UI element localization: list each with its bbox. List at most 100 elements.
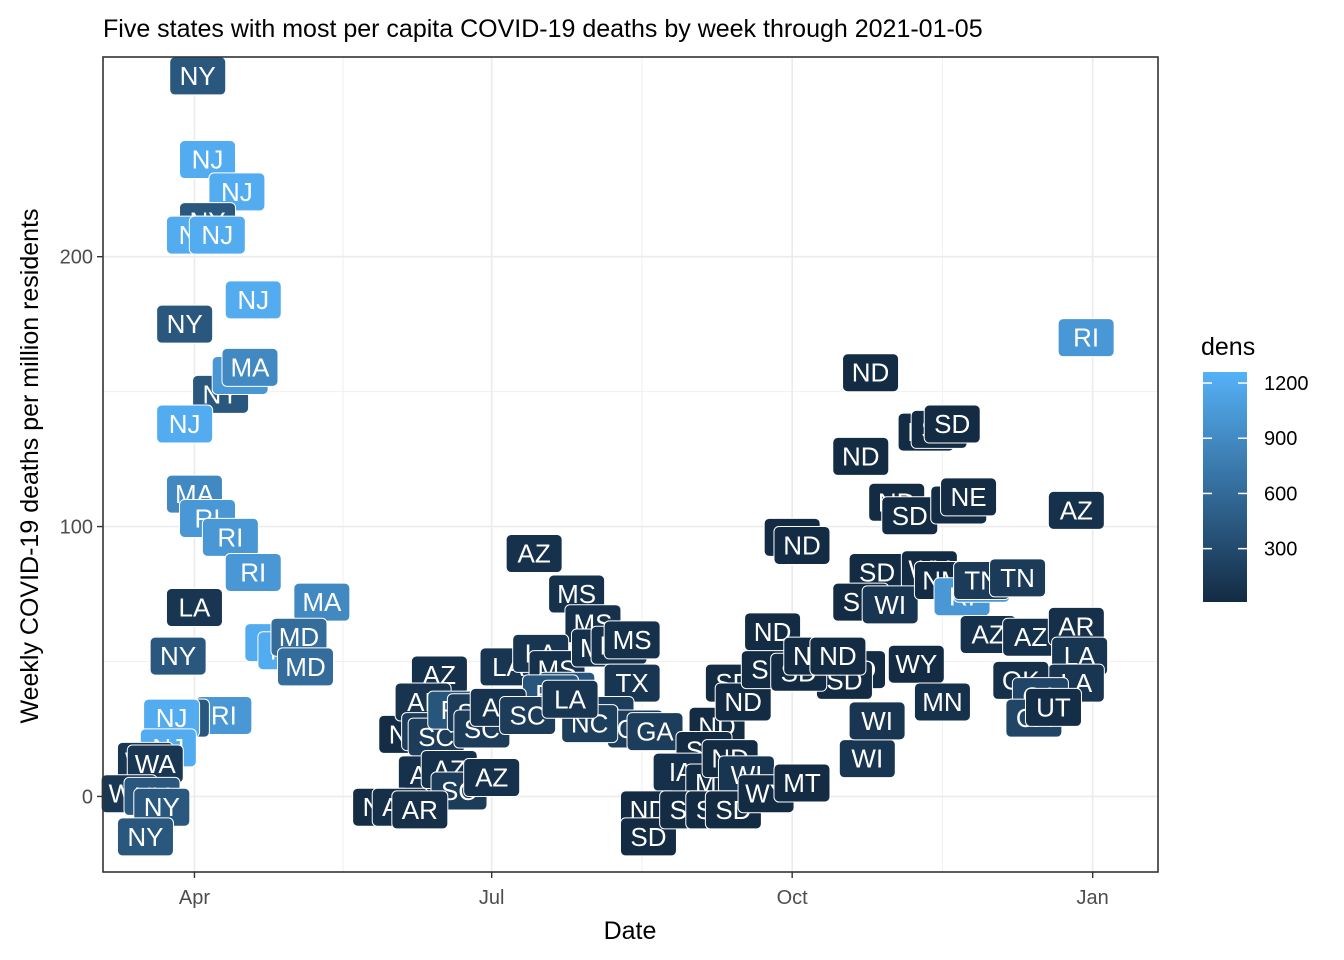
data-point-box [208, 172, 266, 212]
legend-tick-label: 1200 [1264, 373, 1309, 395]
data-point: UT [1024, 687, 1082, 727]
data-point: AR [391, 790, 449, 830]
data-point-label: RI [1073, 323, 1099, 353]
data-point: MS [603, 620, 661, 660]
data-point-label: NJ [192, 145, 224, 175]
legend-tick-label: 300 [1264, 539, 1297, 561]
data-point-label: NY [180, 61, 216, 91]
y-tick-label: 0 [82, 786, 93, 808]
x-axis-title: Date [604, 917, 657, 945]
data-point-label: MA [302, 587, 342, 617]
data-point: RI [224, 552, 282, 592]
data-point-box [832, 436, 890, 476]
data-point-box [940, 477, 998, 517]
data-point-label: AZ [1060, 495, 1093, 525]
x-tick-label: Apr [179, 887, 210, 909]
y-axis-title: Weekly COVID-19 deaths per million resid… [16, 208, 44, 723]
x-axis: Apr Jul Oct Jan [179, 872, 1109, 909]
data-point-label: RI [211, 700, 237, 730]
data-point: WI [838, 739, 896, 779]
data-point: AZ [1047, 490, 1105, 530]
data-point-label: LA [179, 593, 211, 623]
data-point-box [165, 588, 223, 628]
data-point-label: NY [167, 309, 203, 339]
data-point: NJ [188, 215, 246, 255]
legend-tick-label: 900 [1264, 428, 1297, 450]
data-point-label: ND [783, 530, 821, 560]
y-tick-label: 200 [60, 247, 93, 269]
data-point: ND [714, 682, 772, 722]
y-axis: 0 100 200 [60, 247, 103, 808]
data-point-label: NJ [169, 409, 201, 439]
x-tick-label: Jan [1077, 887, 1109, 909]
data-point: NY [156, 304, 214, 344]
data-point-box [1024, 687, 1082, 727]
data-point-label: AZ [518, 539, 551, 569]
data-point: MD [277, 647, 335, 687]
data-point-box [505, 534, 563, 574]
data-point-label: WA [135, 749, 177, 779]
data-point-label: MS [613, 625, 652, 655]
data-point-label: RI [240, 557, 266, 587]
plot-panel: NYNJNJNYNJNJNJNYNYRIMANJMARIRIRIMALANJNJ… [100, 56, 1159, 873]
data-point-label: MD [279, 622, 319, 652]
data-point: NJ [208, 172, 266, 212]
data-point-label: ND [842, 441, 880, 471]
data-point-box [541, 679, 599, 719]
data-point: SD [881, 496, 939, 536]
data-point: NJ [156, 404, 214, 444]
data-point: ND [842, 353, 900, 393]
data-labels: NYNJNJNYNJNJNJNYNYRIMANJMARIRIRIMALANJNJ… [100, 56, 1115, 857]
x-tick-label: Oct [777, 887, 809, 909]
data-point-label: WI [861, 706, 893, 736]
data-point-label: WI [874, 590, 906, 620]
data-point: NJ [179, 140, 237, 180]
data-point: AZ [1002, 617, 1060, 657]
data-point-label: SD [892, 501, 928, 531]
data-point-label: RI [217, 522, 243, 552]
legend-ticks: 300 600 900 1200 [1203, 373, 1309, 561]
data-point-box [156, 304, 214, 344]
data-point: NY [116, 817, 174, 857]
data-point-box [224, 552, 282, 592]
data-point: WI [861, 585, 919, 625]
data-point-label: NY [127, 822, 163, 852]
data-point-label: WY [895, 649, 937, 679]
data-point-box [603, 620, 661, 660]
data-point-label: LA [554, 684, 586, 714]
legend: dens 300 600 900 1200 [1201, 333, 1309, 602]
legend-colorbar [1203, 372, 1247, 602]
data-point-box [116, 817, 174, 857]
data-point-box [1047, 490, 1105, 530]
data-point-label: MN [922, 687, 962, 717]
data-point: ND [832, 436, 890, 476]
data-point: LA [541, 679, 599, 719]
data-point-box [221, 347, 279, 387]
data-point-label: NY [160, 641, 196, 671]
x-tick-label: Jul [479, 887, 505, 909]
data-point-box [156, 404, 214, 444]
data-point: RI [201, 517, 259, 557]
data-point-label: AZ [475, 763, 508, 793]
data-point-box [391, 790, 449, 830]
data-point-label: NJ [156, 703, 188, 733]
data-point-box [277, 647, 335, 687]
data-point-box [188, 215, 246, 255]
data-point-label: ND [724, 687, 762, 717]
data-point-label: UT [1036, 692, 1071, 722]
data-point: NE [940, 477, 998, 517]
data-point-label: MD [285, 652, 325, 682]
data-point-label: AZ [972, 620, 1005, 650]
data-point: NY [133, 787, 191, 827]
data-point: LA [165, 588, 223, 628]
data-point-box [773, 763, 831, 803]
data-point: MA [293, 582, 351, 622]
data-point-label: MS [557, 579, 596, 609]
data-point-box [923, 404, 981, 444]
data-point: WY [887, 644, 945, 684]
data-point-label: MT [783, 768, 821, 798]
data-point: AZ [505, 534, 563, 574]
data-point-box [149, 636, 207, 676]
data-point: MT [773, 763, 831, 803]
data-point: NY [169, 56, 227, 96]
